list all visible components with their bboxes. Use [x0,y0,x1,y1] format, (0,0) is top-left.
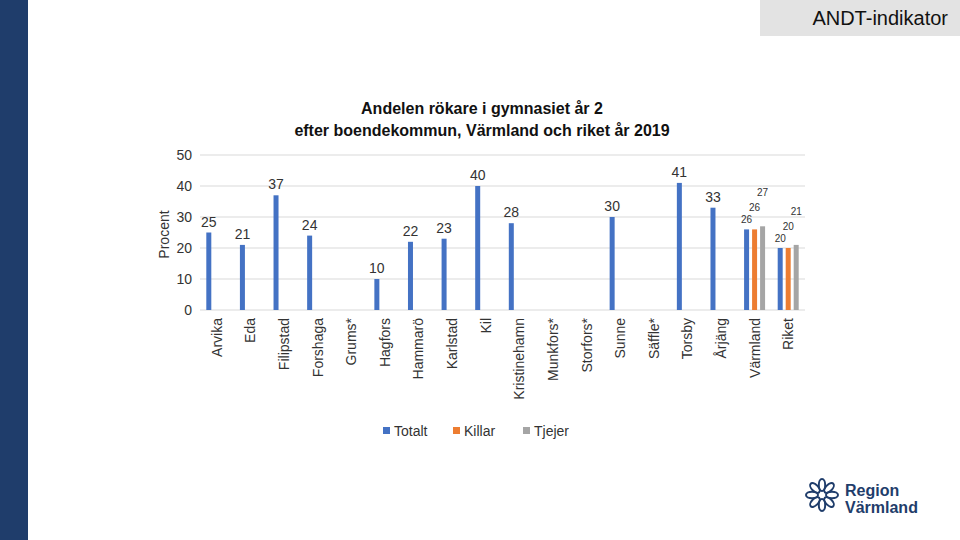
data-label: 21 [235,226,251,242]
legend-swatch [523,427,530,434]
bar [408,242,413,310]
y-tick-label: 50 [176,147,192,163]
chart-title: Andelen rökare i gymnasiet år 2 efter boe… [294,100,669,139]
legend-label: Killar [464,423,495,439]
header-box [760,0,960,36]
x-tick-label: Arvika [209,318,225,357]
bar [307,236,312,310]
x-tick-label: Karlstad [444,318,460,369]
bar [677,183,682,310]
legend-swatch [453,427,460,434]
x-tick-label: Torsby [679,318,695,359]
x-tick-label: Eda [242,318,258,343]
bar [374,279,379,310]
y-tick-label: 20 [176,240,192,256]
x-tick-label: Årjäng [713,318,729,358]
title-line: Andelen rökare i gymnasiet år 2 [361,100,603,117]
x-tick-label: Säffle* [646,317,662,359]
data-label: 28 [504,204,520,220]
grid-line [200,186,805,187]
x-tick-label: Sunne [612,318,628,359]
logo-text: Värmland [845,499,918,516]
bar [509,223,514,310]
bar [475,186,480,310]
bar [786,248,791,310]
data-label: 27 [757,187,769,198]
x-tick-label: Forshaga [310,318,326,377]
x-tick-label: Munkfors* [545,317,561,381]
data-label: 37 [268,176,284,192]
x-tick-label: Hammarö [410,318,426,380]
bar [610,217,615,310]
header-label: ANDT-indikator [812,7,948,29]
logo-petal [823,481,836,494]
x-tick-label: Hagfors [377,318,393,367]
data-label: 41 [672,164,688,180]
x-tick-label: Riket [780,318,796,350]
logo: RegionVärmland [806,479,918,516]
grid-line [200,155,805,156]
bar [442,239,447,310]
data-label: 26 [749,202,761,213]
data-label: 33 [705,189,721,205]
bar [778,248,783,310]
title-line: efter boendekommun, Värmland och riket å… [294,122,669,139]
legend-label: Totalt [394,423,428,439]
y-tick-label: 40 [176,178,192,194]
side-stripe [0,0,28,540]
y-tick-label: 30 [176,209,192,225]
data-label: 40 [470,167,486,183]
legend-label: Tjejer [534,423,569,439]
data-label: 23 [436,220,452,236]
bar [710,208,715,310]
data-label: 21 [791,206,803,217]
data-label: 20 [783,221,795,232]
bar [240,245,245,310]
y-tick-label: 0 [184,302,192,318]
x-tick-label: Storfors* [579,317,595,372]
data-label: 10 [369,260,385,276]
x-tick-label: Filipstad [276,318,292,370]
bar [752,229,757,310]
x-tick-label: Värmland [747,318,763,378]
data-label: 25 [201,214,217,230]
data-label: 20 [775,233,787,244]
y-axis-label: Procent [156,210,172,258]
bar [206,233,211,311]
data-label: 30 [604,198,620,214]
bars [206,183,798,310]
bar [760,226,765,310]
y-tick-label: 10 [176,271,192,287]
x-tick-label: Grums* [343,317,359,365]
x-tick-label: Kil [478,318,494,334]
bar [744,229,749,310]
bar [794,245,799,310]
data-label: 22 [403,223,419,239]
logo-text: Region [845,482,899,499]
x-tick-label: Kristinehamn [511,318,527,400]
bar [274,195,279,310]
data-label: 26 [741,214,753,225]
data-label: 24 [302,217,318,233]
legend-swatch [383,427,390,434]
